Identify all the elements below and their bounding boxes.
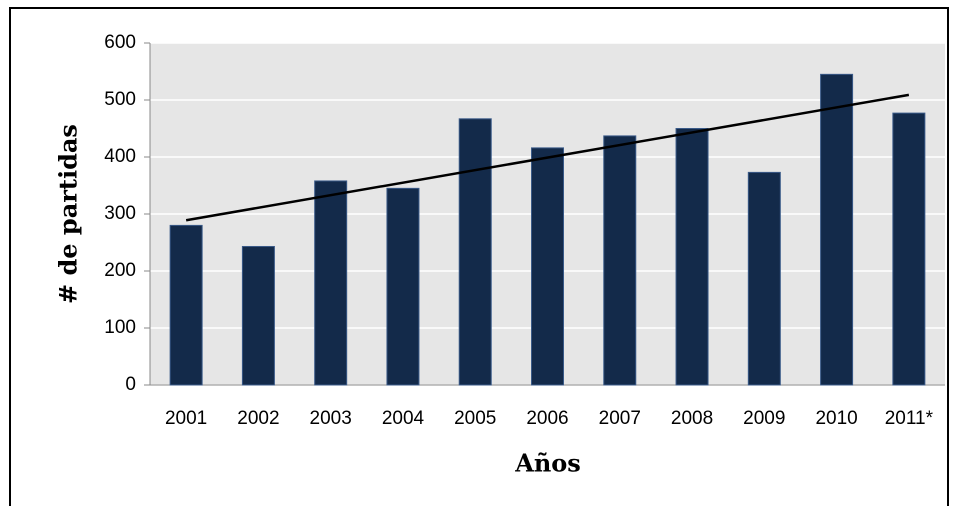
y-tick-label: 100 bbox=[104, 317, 136, 338]
x-tick-label: 2006 bbox=[526, 408, 568, 429]
bar bbox=[747, 171, 781, 386]
y-tick-label: 0 bbox=[125, 374, 136, 395]
x-tick-label: 2005 bbox=[454, 408, 496, 429]
x-tick-label: 2004 bbox=[382, 408, 425, 429]
bar bbox=[820, 73, 854, 386]
y-tick-label: 300 bbox=[104, 203, 136, 224]
bar bbox=[314, 180, 348, 386]
bar bbox=[386, 187, 420, 386]
x-tick-label: 2009 bbox=[743, 408, 785, 429]
bar bbox=[603, 135, 637, 386]
bar bbox=[531, 147, 564, 386]
chart-frame bbox=[9, 7, 949, 506]
bar bbox=[169, 224, 203, 386]
x-tick-label: 2002 bbox=[237, 408, 279, 429]
x-tick-label: 2003 bbox=[310, 408, 352, 429]
bar bbox=[241, 245, 275, 386]
x-tick-label: 2007 bbox=[599, 408, 641, 429]
bar bbox=[675, 128, 709, 386]
x-tick-label: 2008 bbox=[671, 408, 713, 429]
x-axis-title: Años bbox=[514, 449, 581, 478]
bar bbox=[892, 112, 926, 386]
y-tick-label: 600 bbox=[104, 32, 136, 53]
y-axis-title: # de partidas bbox=[54, 124, 83, 304]
y-tick-label: 200 bbox=[104, 260, 136, 281]
x-tick-label: 2010 bbox=[815, 408, 857, 429]
bar bbox=[458, 118, 492, 386]
y-tick-label: 500 bbox=[104, 89, 136, 110]
x-tick-label: 2011* bbox=[885, 408, 934, 429]
trendline bbox=[185, 93, 910, 222]
y-tick-label: 400 bbox=[104, 146, 136, 167]
x-tick-label: 2001 bbox=[165, 408, 207, 429]
